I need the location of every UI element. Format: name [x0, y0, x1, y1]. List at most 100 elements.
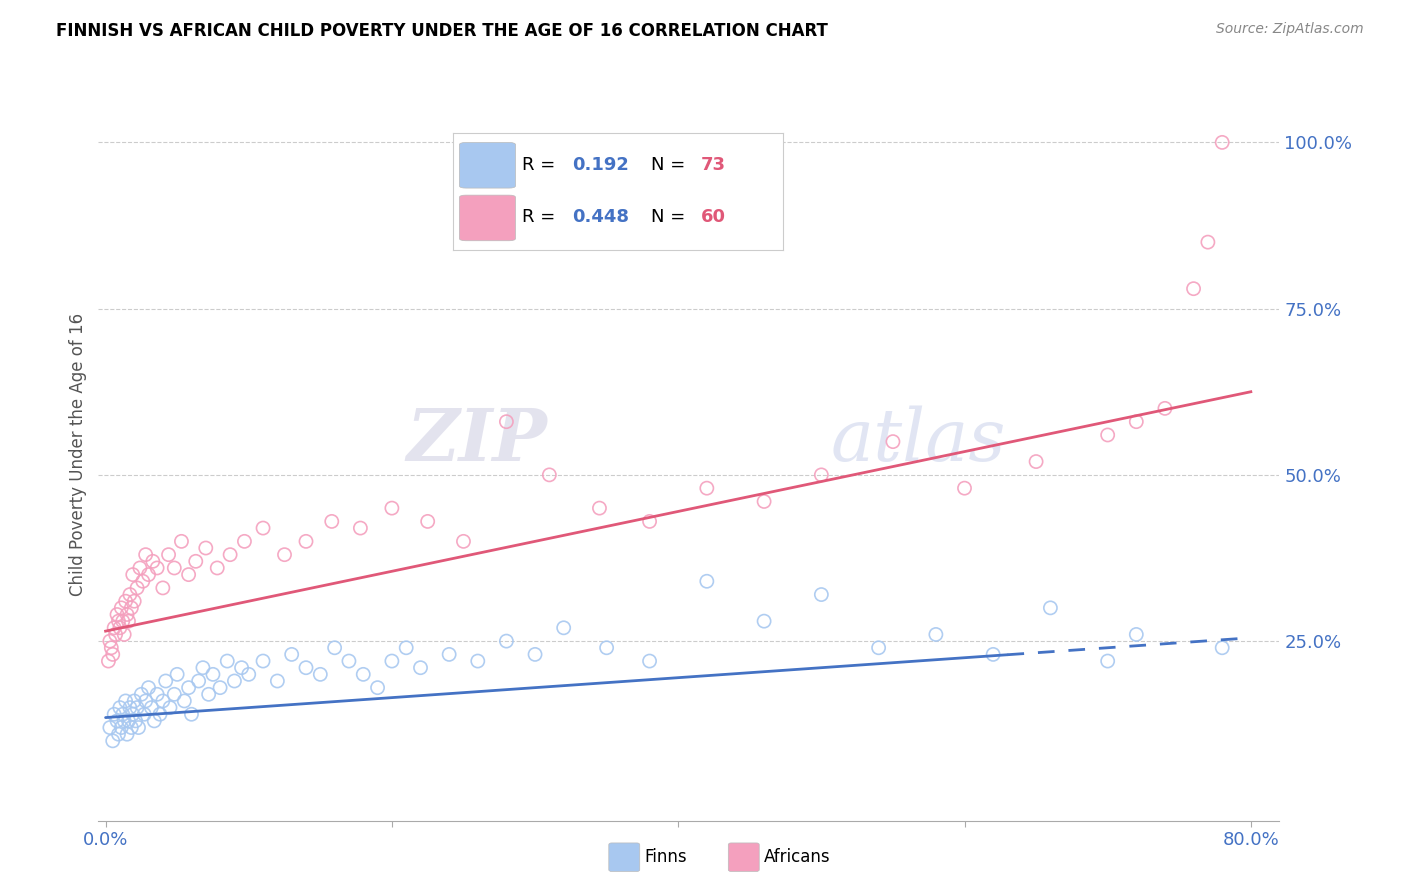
FancyBboxPatch shape — [460, 143, 516, 188]
Point — [135, 548, 157, 562]
Text: Africans: Africans — [763, 848, 830, 866]
Text: Source: ZipAtlas.com: Source: ZipAtlas.com — [1216, 22, 1364, 37]
Point — [323, 640, 346, 655]
Point — [495, 415, 517, 429]
Point — [349, 521, 371, 535]
Point — [108, 621, 131, 635]
Point — [184, 554, 207, 568]
Text: FINNISH VS AFRICAN CHILD POVERTY UNDER THE AGE OF 16 CORRELATION CHART: FINNISH VS AFRICAN CHILD POVERTY UNDER T… — [56, 22, 828, 40]
Point — [209, 681, 232, 695]
Point — [103, 621, 125, 635]
Point — [111, 707, 134, 722]
Point — [207, 561, 229, 575]
Point — [98, 634, 121, 648]
Point — [129, 561, 152, 575]
Text: atlas: atlas — [831, 405, 1007, 475]
Point — [266, 673, 288, 688]
Point — [120, 600, 142, 615]
Point — [142, 554, 165, 568]
Point — [101, 734, 124, 748]
Point — [121, 707, 143, 722]
Point — [638, 515, 661, 529]
Point — [191, 661, 214, 675]
Point — [107, 614, 129, 628]
Point — [1211, 640, 1233, 655]
Point — [1025, 454, 1047, 468]
Y-axis label: Child Poverty Under the Age of 16: Child Poverty Under the Age of 16 — [69, 313, 87, 597]
Point — [381, 654, 404, 668]
Point — [588, 501, 610, 516]
Point — [197, 687, 219, 701]
Point — [120, 721, 142, 735]
Point — [280, 648, 302, 662]
Point — [173, 694, 195, 708]
Point — [1125, 627, 1147, 641]
Point — [352, 667, 374, 681]
Point — [868, 640, 890, 655]
Point — [114, 594, 136, 608]
Point — [696, 574, 718, 589]
Point — [107, 727, 129, 741]
Point — [953, 481, 976, 495]
Point — [437, 648, 460, 662]
Point — [810, 467, 832, 482]
Point — [538, 467, 561, 482]
Point — [752, 494, 775, 508]
Point — [1097, 654, 1119, 668]
Point — [124, 714, 146, 728]
Text: 60: 60 — [700, 209, 725, 227]
Point — [114, 694, 136, 708]
Point — [981, 648, 1004, 662]
Point — [103, 707, 125, 722]
Point — [177, 681, 200, 695]
Point — [524, 648, 547, 662]
Point — [128, 721, 150, 735]
Point — [100, 640, 122, 655]
Point — [925, 627, 948, 641]
Point — [132, 574, 155, 589]
Text: R =: R = — [522, 156, 561, 174]
Point — [135, 694, 157, 708]
Point — [595, 640, 617, 655]
Point — [159, 700, 181, 714]
Point — [97, 654, 120, 668]
Point — [134, 707, 156, 722]
Point — [112, 714, 135, 728]
Text: N =: N = — [651, 156, 692, 174]
Point — [125, 700, 148, 714]
Point — [810, 588, 832, 602]
Point — [467, 654, 489, 668]
Point — [453, 534, 475, 549]
Point — [152, 694, 174, 708]
Point — [177, 567, 200, 582]
Point — [163, 687, 186, 701]
Point — [638, 654, 661, 668]
Point — [1182, 282, 1205, 296]
Point — [367, 681, 389, 695]
Point — [146, 561, 169, 575]
Point — [155, 673, 177, 688]
Point — [117, 714, 139, 728]
Point — [105, 714, 128, 728]
Point — [117, 614, 139, 628]
Text: 73: 73 — [700, 156, 725, 174]
Point — [321, 515, 343, 529]
Point — [101, 648, 124, 662]
Point — [108, 700, 131, 714]
Point — [252, 654, 274, 668]
Point — [141, 700, 163, 714]
Point — [201, 667, 224, 681]
Point — [309, 667, 332, 681]
Point — [166, 667, 188, 681]
Point — [149, 707, 172, 722]
Point — [125, 581, 148, 595]
Point — [143, 714, 166, 728]
Point — [110, 600, 132, 615]
Text: 0.192: 0.192 — [572, 156, 628, 174]
Point — [115, 607, 138, 622]
Point — [395, 640, 418, 655]
Point — [118, 700, 141, 714]
Point — [231, 661, 253, 675]
Point — [882, 434, 904, 449]
Point — [224, 673, 246, 688]
